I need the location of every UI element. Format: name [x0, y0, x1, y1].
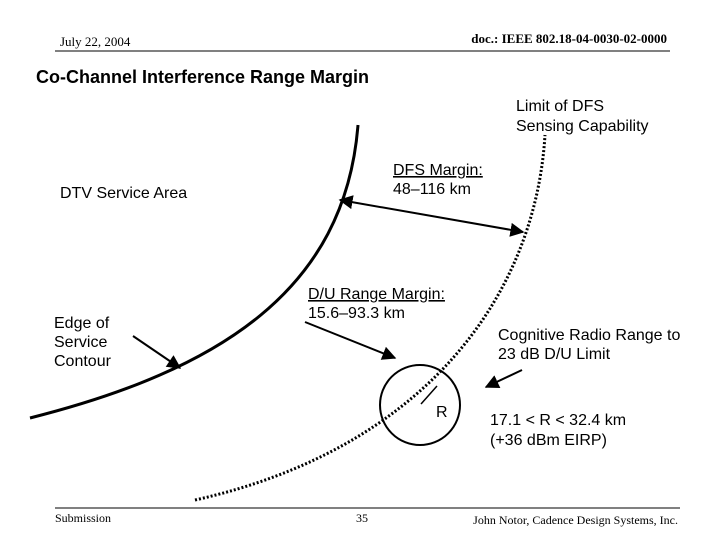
label-line: D/U Range Margin:	[308, 286, 445, 303]
label-line: DTV Service Area	[60, 185, 187, 202]
radius-line	[420, 385, 438, 405]
label-line: Service	[54, 334, 107, 351]
cognitive-arrow	[484, 369, 523, 388]
dfs-margin-arrow	[338, 195, 525, 237]
label-line: 23 dB D/U Limit	[498, 346, 611, 363]
dfs-limit-curve	[194, 134, 547, 502]
label-line: (+36 dBm EIRP)	[490, 432, 607, 449]
label-line: 15.6–93.3 km	[308, 305, 405, 322]
label-line: 17.1 < R < 32.4 km	[490, 412, 626, 429]
header-date: July 22, 2004	[60, 34, 131, 49]
service-contour-curve	[29, 124, 360, 420]
cognitive-radio-circle	[379, 364, 461, 446]
label-line: Edge of	[54, 315, 110, 332]
label-line: Contour	[54, 353, 112, 370]
edge-arrow	[132, 335, 182, 369]
footer-page: 35	[356, 511, 368, 525]
label-line: Cognitive Radio Range to	[498, 327, 680, 344]
label-line: R	[436, 404, 448, 421]
footer-left: Submission	[55, 511, 111, 525]
label-line: Sensing Capability	[516, 118, 649, 135]
label-line: Limit of DFS	[516, 98, 604, 115]
label-line: DFS Margin:	[393, 162, 483, 179]
header-doc-id: doc.: IEEE 802.18-04-0030-02-0000	[471, 31, 667, 46]
footer-author: John Notor, Cadence Design Systems, Inc.	[473, 513, 678, 527]
slide-title: Co-Channel Interference Range Margin	[36, 67, 369, 87]
du-margin-arrow	[304, 321, 397, 360]
label-line: 48–116 km	[393, 181, 471, 198]
